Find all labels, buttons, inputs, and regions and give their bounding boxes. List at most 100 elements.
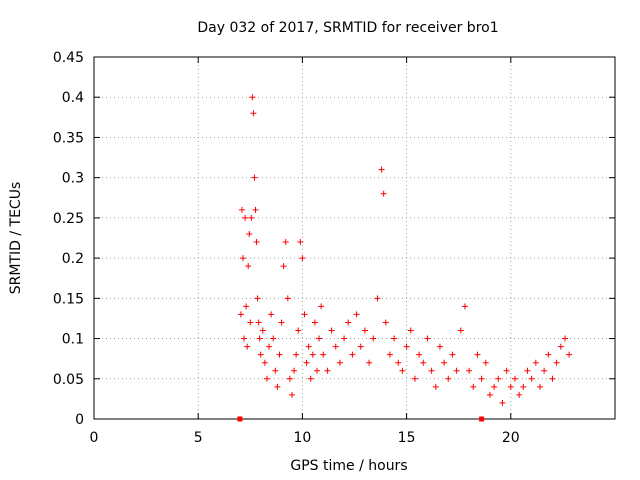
- data-point: [336, 359, 343, 366]
- data-point: [282, 239, 289, 246]
- data-point: [268, 311, 275, 318]
- data-point: [361, 327, 368, 334]
- data-point: [486, 391, 493, 398]
- data-point: [313, 367, 320, 374]
- y-tick-label: 0.2: [62, 251, 84, 267]
- data-point: [256, 335, 263, 342]
- data-point: [445, 375, 452, 382]
- data-point: [341, 335, 348, 342]
- data-point: [276, 351, 283, 358]
- data-point: [270, 335, 277, 342]
- data-point: [291, 367, 298, 374]
- data-point: [470, 383, 477, 390]
- y-tick-label: 0.1: [62, 332, 84, 348]
- data-point: [370, 335, 377, 342]
- data-point: [436, 343, 443, 350]
- data-point: [280, 263, 287, 270]
- data-point: [374, 295, 381, 302]
- data-point: [478, 375, 485, 382]
- y-axis-label: SRMTID / TECUs: [8, 182, 24, 295]
- data-point: [441, 359, 448, 366]
- data-point: [507, 383, 514, 390]
- data-point: [261, 359, 268, 366]
- data-point: [524, 367, 531, 374]
- data-point: [499, 399, 506, 406]
- data-point: [286, 375, 293, 382]
- data-point: [284, 295, 291, 302]
- data-point: [545, 351, 552, 358]
- data-point: [259, 327, 266, 334]
- y-tick-label: 0.4: [62, 90, 84, 106]
- data-point: [345, 319, 352, 326]
- data-point: [318, 303, 325, 310]
- data-point: [295, 327, 302, 334]
- data-point: [244, 343, 251, 350]
- data-point: [561, 335, 568, 342]
- y-tick-label: 0.3: [62, 171, 84, 187]
- data-point: [278, 319, 285, 326]
- data-point: [253, 239, 260, 246]
- x-tick-label: 20: [502, 430, 520, 446]
- data-point: [263, 375, 270, 382]
- data-point: [255, 319, 262, 326]
- data-point: [516, 391, 523, 398]
- data-point: [307, 375, 314, 382]
- data-point: [482, 359, 489, 366]
- data-point: [386, 351, 393, 358]
- gridlines: [94, 57, 615, 419]
- data-point: [528, 375, 535, 382]
- data-point: [449, 351, 456, 358]
- data-point: [466, 367, 473, 374]
- x-axis-label: GPS time / hours: [290, 458, 407, 474]
- data-point: [293, 351, 300, 358]
- data-point: [238, 206, 245, 213]
- data-point: [332, 343, 339, 350]
- data-point: [541, 367, 548, 374]
- data-point: [288, 391, 295, 398]
- data-point: [274, 383, 281, 390]
- data-point: [428, 367, 435, 374]
- data-point: [495, 375, 502, 382]
- x-tick-label: 0: [90, 430, 99, 446]
- data-point: [457, 327, 464, 334]
- data-point: [357, 343, 364, 350]
- data-point: [474, 351, 481, 358]
- data-point: [240, 255, 247, 262]
- data-point: [536, 383, 543, 390]
- data-points: [237, 94, 573, 406]
- data-point: [520, 383, 527, 390]
- data-point: [407, 327, 414, 334]
- data-point: [237, 311, 244, 318]
- data-point: [324, 367, 331, 374]
- data-point: [399, 367, 406, 374]
- data-point: [395, 359, 402, 366]
- data-point: [248, 214, 255, 221]
- ground-marker: [479, 416, 485, 422]
- data-point: [316, 335, 323, 342]
- data-point: [303, 359, 310, 366]
- data-point: [511, 375, 518, 382]
- data-point: [242, 214, 249, 221]
- data-point: [566, 351, 573, 358]
- data-point: [252, 206, 259, 213]
- x-tick-label: 5: [194, 430, 203, 446]
- data-point: [243, 303, 250, 310]
- y-tick-label: 0.35: [53, 130, 84, 146]
- data-point: [254, 295, 261, 302]
- data-point: [320, 351, 327, 358]
- y-tick-label: 0.15: [53, 291, 84, 307]
- data-point: [411, 375, 418, 382]
- data-point: [241, 335, 248, 342]
- data-point: [349, 351, 356, 358]
- x-tick-label: 15: [398, 430, 416, 446]
- data-point: [246, 230, 253, 237]
- data-point: [553, 359, 560, 366]
- data-point: [257, 351, 264, 358]
- data-point: [301, 311, 308, 318]
- y-tick-label: 0.05: [53, 372, 84, 388]
- data-point: [247, 319, 254, 326]
- data-point: [245, 263, 252, 270]
- x-axis-ticks: 0 5 10 15 20: [90, 57, 520, 446]
- data-point: [503, 367, 510, 374]
